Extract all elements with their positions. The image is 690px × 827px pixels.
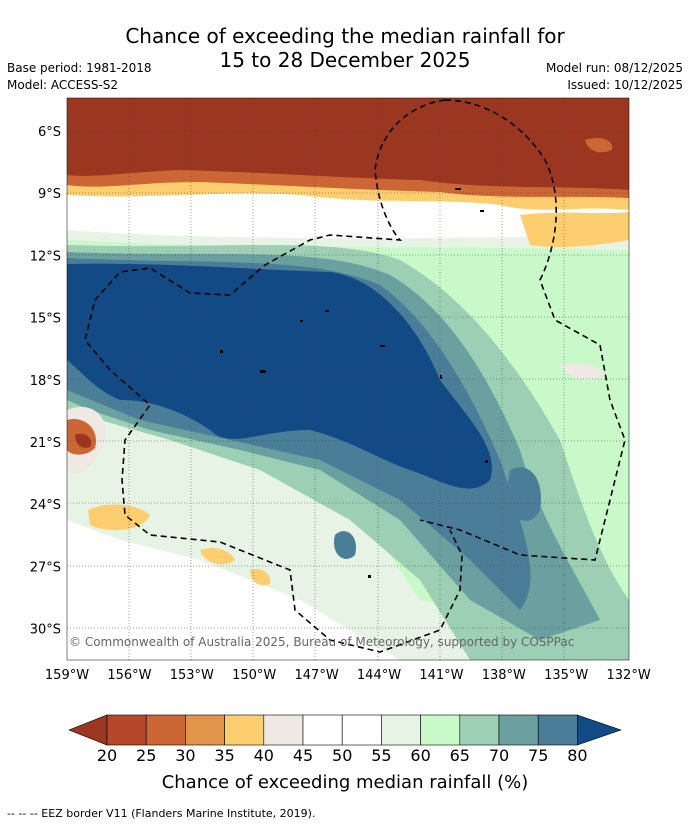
colorbar-tick: 70 [489, 746, 509, 765]
colorbar-swatch [341, 714, 382, 746]
colorbar-extend-low [68, 714, 108, 746]
lon-label: 159°W [45, 668, 89, 683]
colorbar-swatch [459, 714, 500, 746]
lat-label: 9°S [38, 187, 61, 202]
colorbar-swatch [263, 714, 304, 746]
colorbar-label: Chance of exceeding median rainfall (%) [161, 772, 529, 793]
colorbar-tick: 60 [410, 746, 430, 765]
issued-date: Issued: 10/12/2025 [567, 78, 683, 92]
colorbar [68, 714, 622, 746]
colorbar-tick: 50 [332, 746, 352, 765]
colorbar-tick: 20 [97, 746, 117, 765]
lat-label: 30°S [30, 623, 61, 638]
lon-label: 135°W [544, 668, 588, 683]
lon-label: 132°W [607, 668, 651, 683]
colorbar-tick: 65 [450, 746, 470, 765]
colorbar-swatch [106, 714, 147, 746]
colorbar-tick-labels: 20 25 30 35 40 45 50 55 60 65 70 75 80 [97, 746, 588, 765]
model-name: Model: ACCESS-S2 [7, 78, 119, 92]
colorbar-swatch [420, 714, 461, 746]
lon-label: 144°W [357, 668, 401, 683]
base-period: Base period: 1981-2018 [7, 61, 152, 75]
lon-label: 153°W [170, 668, 214, 683]
meta-right: Model run: 08/12/2025 Issued: 10/12/2025 [546, 60, 683, 94]
colorbar-tick: 55 [371, 746, 391, 765]
map-field: © Commonwealth of Australia 2025, Bureau… [67, 98, 629, 660]
lat-label: 15°S [30, 312, 61, 327]
islands [220, 188, 488, 578]
lon-label: 138°W [482, 668, 526, 683]
colorbar-swatch [145, 714, 186, 746]
colorbar-swatch [381, 714, 421, 746]
colorbar-tick: 35 [214, 746, 234, 765]
lat-label: 6°S [38, 125, 61, 140]
colorbar-swatch [185, 714, 225, 746]
meta-left: Base period: 1981-2018 Model: ACCESS-S2 [7, 60, 152, 94]
lon-label: 156°W [107, 668, 151, 683]
longitude-labels: 159°W 156°W 153°W 150°W 147°W 144°W 141°W 138°W… [45, 668, 651, 683]
copyright-text: © Commonwealth of Australia 2025, Bureau… [69, 635, 574, 649]
colorbar-tick: 30 [175, 746, 195, 765]
lon-label: 147°W [295, 668, 339, 683]
model-run: Model run: 08/12/2025 [545, 61, 683, 75]
title-line-1: Chance of exceeding the median rainfall … [125, 24, 565, 48]
colorbar-swatch [302, 714, 343, 746]
colorbar-tick: 80 [567, 746, 587, 765]
colorbar-tick: 75 [528, 746, 548, 765]
colorbar-tick: 45 [293, 746, 313, 765]
footer-note: -- -- -- EEZ border V11 (Flanders Marine… [7, 807, 316, 820]
colorbar-extend-high [577, 714, 622, 746]
lon-label: 150°W [232, 668, 276, 683]
lat-label: 21°S [30, 436, 61, 451]
colorbar-swatch [537, 714, 578, 746]
latitude-labels: 6°S 9°S 12°S 15°S 18°S 21°S 24°S 27°S 30°S [30, 125, 61, 638]
eez-border [84, 99, 626, 653]
lat-label: 18°S [30, 374, 61, 389]
lat-label: 24°S [30, 498, 61, 513]
colorbar-swatch [224, 714, 265, 746]
title-line-2: 15 to 28 December 2025 [219, 48, 471, 72]
colorbar-swatch [498, 714, 539, 746]
colorbar-tick: 40 [254, 746, 274, 765]
lon-label: 141°W [419, 668, 463, 683]
lat-label: 27°S [30, 560, 61, 575]
lat-label: 12°S [30, 249, 61, 264]
map-title: Chance of exceeding the median rainfall … [0, 24, 690, 72]
colorbar-tick: 25 [136, 746, 156, 765]
